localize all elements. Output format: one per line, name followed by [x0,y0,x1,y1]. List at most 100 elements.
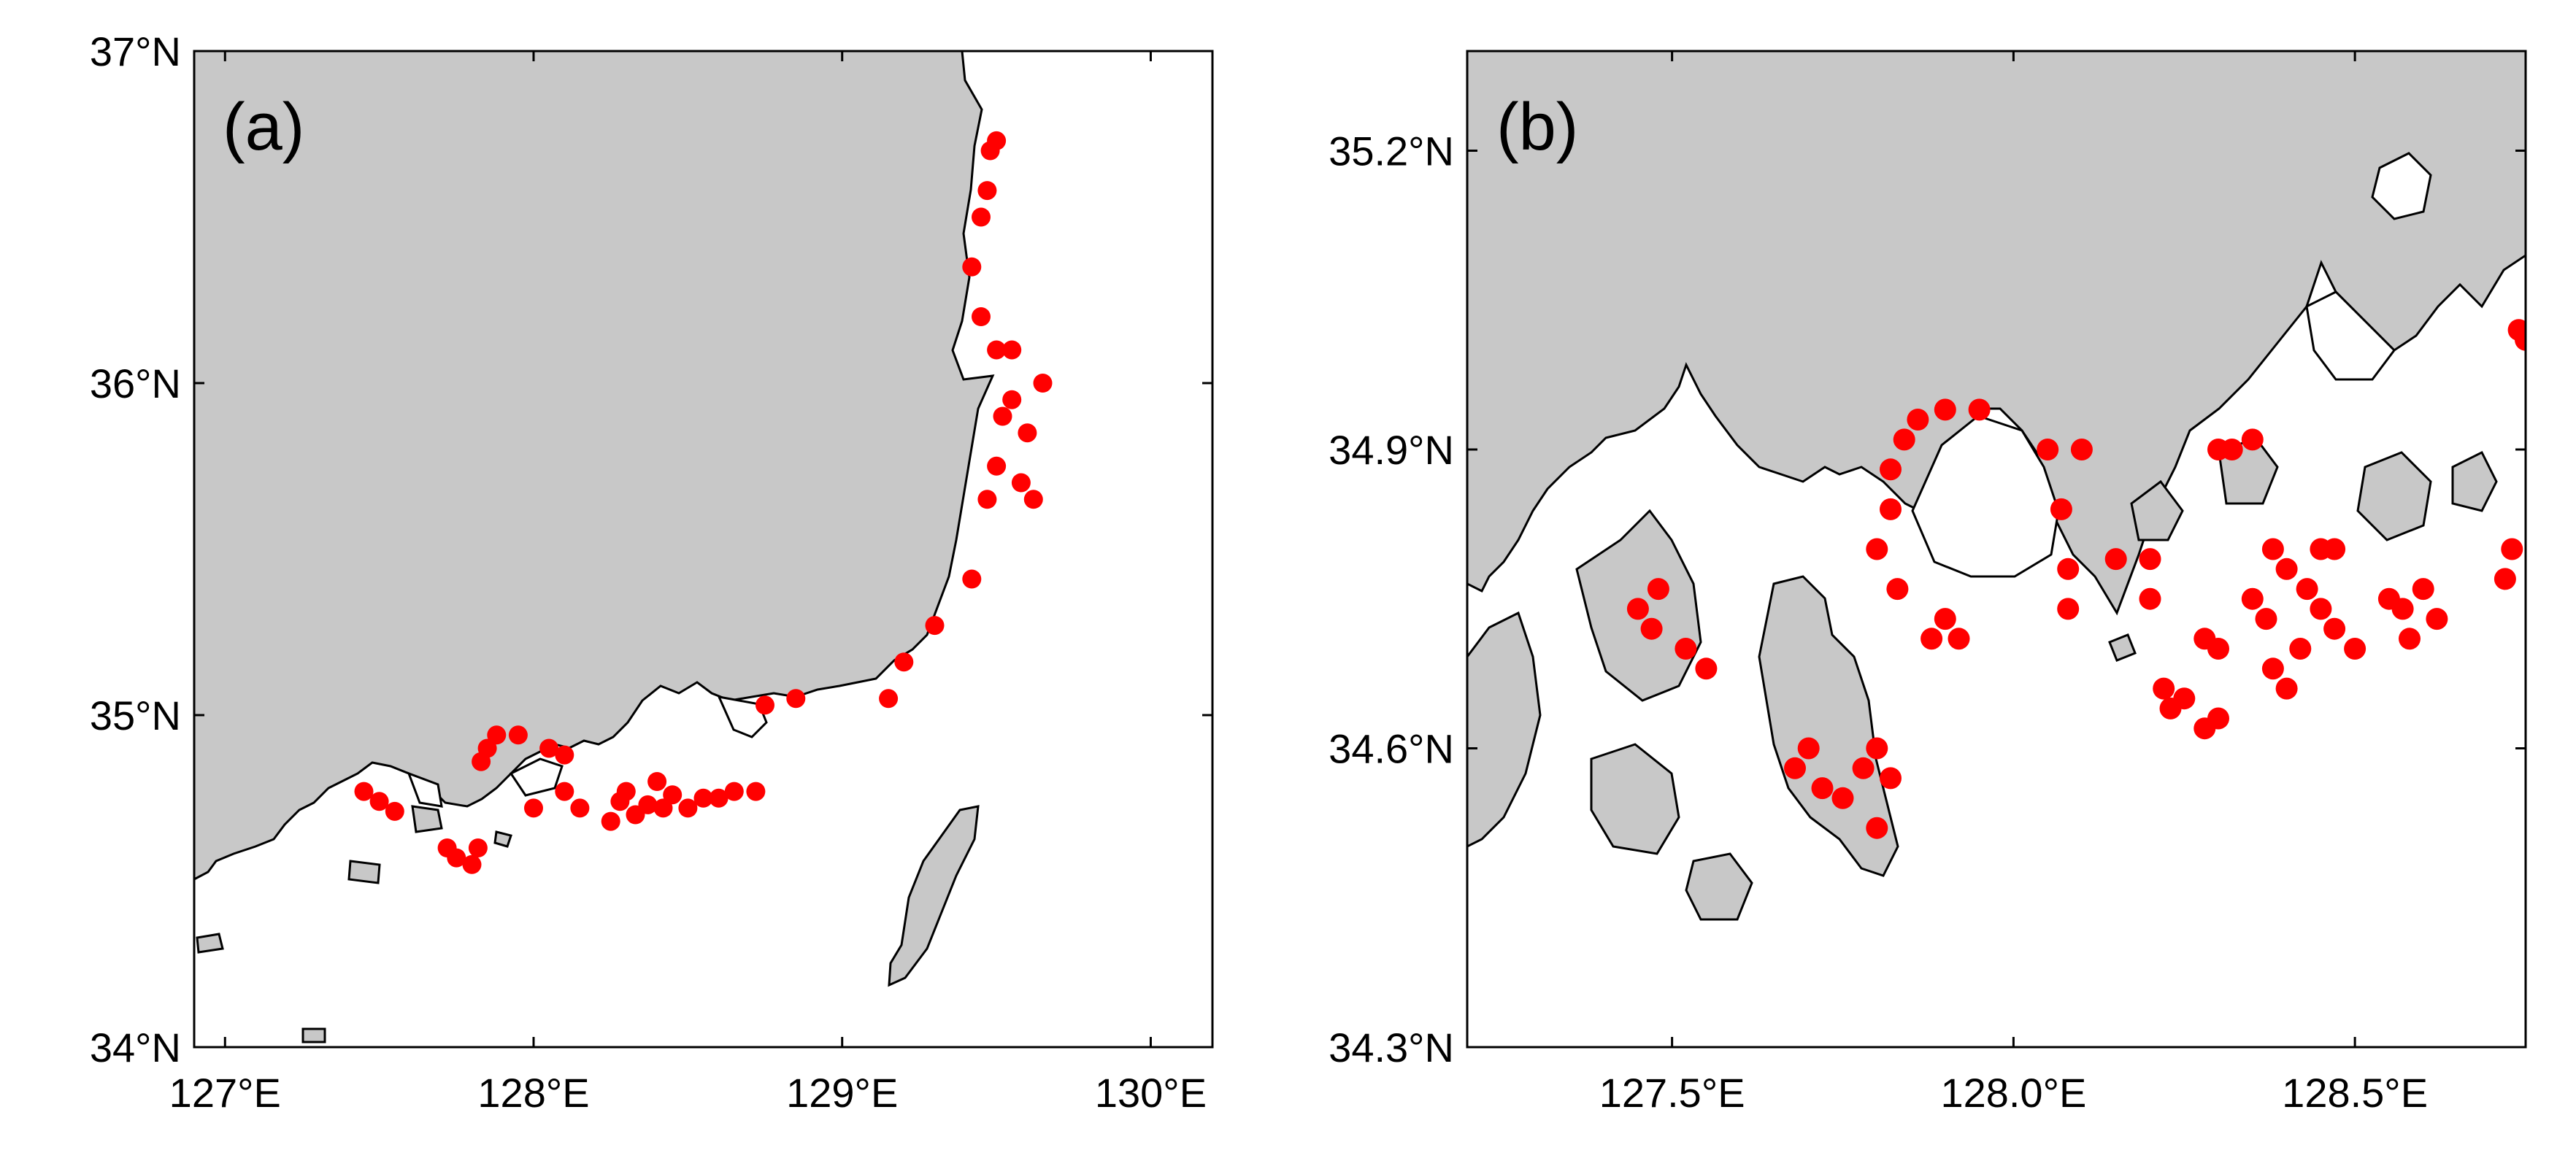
panel-b-site-point [1695,657,1718,680]
panel-a-site-point [539,738,559,758]
panel-a-y-tick-label: 36°N [90,360,181,406]
panel-b-site-point [1934,398,1956,421]
panel-a-site-point [524,798,543,818]
panel-a-y-tick-label: 35°N [90,692,181,738]
panel-b-site-point [2241,428,2264,451]
panel-a-y-tick-label: 37°N [90,28,181,74]
panel-a-site-point [1011,473,1031,493]
panel-b-site-point [1647,578,1669,601]
panel-a-site-point [1002,390,1022,409]
panel-b-x-tick-label: 127.5°E [1599,1070,1745,1116]
panel-b-site-point [2261,657,2284,680]
panel-b-site-point [2515,328,2526,351]
panel-a-site-point [972,207,991,227]
panel-b-site-point [2412,578,2434,601]
panel-b-site-point [1675,638,1697,660]
panel-a-label: (a) [223,90,304,164]
panel-b-site-point [1880,498,1902,520]
panel-b-site-point [1886,578,1909,601]
panel-b-site-point [2275,558,2298,580]
panel-b-site-point [2275,677,2298,700]
panel-b-x-tick-label: 128.0°E [1940,1070,2086,1116]
panel-a-island [411,805,443,833]
panel-a-site-point [977,181,997,201]
panel-a-site-point [993,406,1012,426]
panel-a-site-point [555,782,574,801]
panel-b-island [1467,611,1542,848]
panel-b-site-point [2139,587,2161,610]
panel-a-site-point [663,785,683,805]
panel-a-site-point [678,798,698,818]
panel-a-site-point [1018,423,1037,443]
panel-b-site-point [2255,608,2277,630]
panel-a-site-point [693,788,713,808]
panel-b-site-point [2310,598,2332,620]
panel-b-site-point [2050,498,2072,520]
panel-a-site-point [962,569,982,589]
panel-b-site-point [2194,628,2216,650]
panel-a-site-point [508,725,528,745]
panel-b-site-point [2261,538,2284,560]
panel-b-site-point [1866,737,1888,760]
panel-b-sites [1626,319,2526,839]
panel-b-island [1590,743,1680,855]
panel-b-island [2451,450,2498,512]
panel-b-site-point [2173,687,2196,710]
panel-b-site-point [2399,628,2421,650]
panel-b-site-point [2070,439,2093,460]
panel-a-site-point [468,838,488,857]
panel-b-site-point [2323,617,2346,640]
panel-a-site-point [447,848,466,868]
panel-a-site-point [369,792,389,811]
panel-b-site-point [2241,587,2264,610]
panel-b-inlet [2371,152,2432,220]
panel-b: 127.5°E 128.0°E 128.5°E 34.3°N 34.6°N 34.9°N 3… [1329,50,2527,1116]
panel-a-site-point [601,811,620,831]
panel-b-site-point [2391,598,2414,620]
panel-a-x-tick-label: 129°E [786,1070,898,1116]
panel-b-site-point [2037,439,2059,460]
panel-b-site-point [2057,598,2080,620]
panel-a-y-tick-label: 34°N [90,1025,181,1070]
panel-b-frame [1466,50,2527,1049]
panel-b-site-point [2494,568,2516,590]
panel-a-island [196,933,224,954]
panel-a-korea-land [194,51,995,881]
panel-a-site-point [647,772,667,791]
panel-a-island [493,830,512,848]
panel-b-site-point [1880,767,1902,790]
panel-b-site-point [1626,598,1649,620]
panel-b-label: (b) [1496,90,1578,164]
panel-a-site-point [1023,490,1043,509]
panel-a-site-point [570,798,590,818]
panel-a-site-point [746,782,766,801]
panel-a-coastal-inlet [407,771,443,808]
panel-b-site-point [2104,548,2127,571]
panel-b-site-point [2323,538,2346,560]
panel-a-site-point [462,854,482,874]
panel-b-axis-ticks: 127.5°E 128.0°E 128.5°E 34.3°N 34.6°N 34.9°N 3… [1329,51,2526,1116]
panel-b-site-point [1811,777,1834,800]
panel-b-island [2356,451,2432,541]
panel-a-site-point [653,798,673,818]
panel-a-site-point [724,782,744,801]
panel-a-site-point [987,131,1007,150]
panel-a-site-point [879,689,899,709]
panel-a-site-point [709,788,728,808]
panel-a-island [347,860,381,884]
panel-b-island [1685,852,1753,921]
panel-b-site-point [1797,737,1820,760]
panel-a-axis-ticks: 127°E 128°E 129°E 130°E 34°N 35°N 36°N 37°N [90,28,1212,1116]
panel-a-island [301,1027,326,1043]
panel-a-site-point [354,782,374,801]
panel-a-site-point [756,695,774,715]
panel-b-island [2130,479,2184,541]
panel-a-site-point [977,490,997,509]
panel-b-y-tick-label: 34.6°N [1329,726,1454,772]
panel-a-site-point [987,456,1007,476]
panel-b-island [2108,633,2137,662]
panel-b-site-point [2344,638,2367,660]
panel-b-site-point [1921,628,1943,650]
panel-b-site-point [2296,578,2318,601]
